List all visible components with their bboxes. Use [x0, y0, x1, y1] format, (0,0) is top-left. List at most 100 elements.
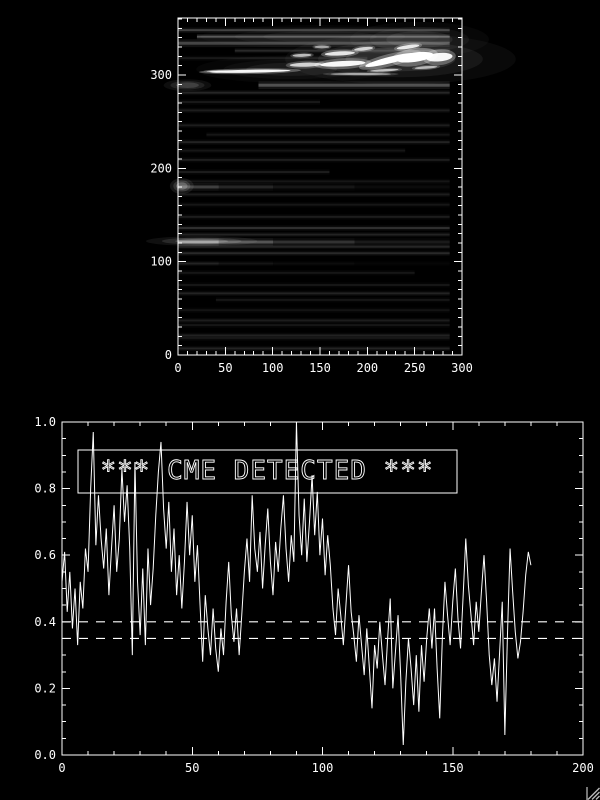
image-streak: [178, 233, 450, 236]
image-streak: [178, 39, 450, 48]
image-streak: [355, 185, 450, 188]
diffuse-glow: [170, 81, 205, 90]
cme-blob: [324, 51, 356, 56]
x-tick-label: 0: [174, 361, 181, 375]
image-streak: [178, 334, 450, 337]
image-streak: [178, 215, 450, 218]
diffuse-glow: [146, 236, 258, 247]
y-tick-label: 0.6: [34, 548, 56, 562]
image-streak: [234, 49, 450, 52]
image-streak: [178, 238, 219, 246]
image-streak: [178, 29, 450, 32]
cme-signal-plot: 0 50 100 150 200 0.0 0.2 0.4 0.6 0.8 1.0: [34, 415, 594, 775]
image-streak: [178, 180, 450, 183]
image-streak: [178, 41, 450, 45]
image-streak: [273, 263, 355, 265]
image-streak: [178, 171, 330, 174]
cme-blob: [396, 44, 420, 50]
image-streak: [178, 227, 450, 230]
diffuse-glow: [263, 31, 377, 43]
y-tick-label: 0.0: [34, 748, 56, 762]
diffuse-glow: [169, 178, 194, 194]
cme-annotation-text: *** CME DETECTED ***: [100, 456, 433, 486]
image-streak: [178, 57, 368, 60]
x-tick-label: 300: [451, 361, 473, 375]
cme-blob: [370, 68, 399, 72]
image-streak: [178, 245, 450, 248]
grip-line: [591, 791, 600, 800]
image-streak: [178, 271, 415, 274]
image-streak: [178, 252, 450, 255]
cme-blob: [426, 52, 453, 62]
y-tick-label: 300: [150, 68, 172, 82]
image-streak: [258, 83, 450, 87]
diffuse-glow: [163, 79, 212, 92]
image-streak: [178, 262, 219, 265]
image-streak: [178, 141, 450, 144]
image-streak: [218, 240, 274, 244]
x-tick-label: 150: [309, 361, 331, 375]
image-streak: [273, 185, 355, 189]
image-streak: [178, 27, 450, 33]
image-streak: [178, 124, 450, 127]
diffuse-glow: [369, 26, 470, 53]
top-image-plot: 0 50 100 150 200 250 300 0 100 200 300: [146, 17, 483, 375]
image-streak: [196, 35, 450, 38]
image-streak: [178, 309, 450, 312]
x-tick-label: 100: [312, 761, 334, 775]
cme-blob: [289, 62, 322, 67]
image-streak: [178, 193, 450, 196]
diffuse-glow: [176, 182, 188, 190]
y-tick-label: 0: [165, 348, 172, 362]
grip-line: [595, 795, 600, 800]
image-streak: [178, 158, 450, 161]
y-tick-label: 0.2: [34, 681, 56, 695]
cme-blob: [330, 72, 391, 76]
image-streak: [215, 298, 450, 301]
image-streak: [218, 185, 274, 189]
image-streak: [178, 101, 320, 104]
cme-blob: [395, 51, 434, 63]
grip-line: [587, 787, 600, 800]
cme-blob: [209, 69, 291, 73]
cme-blob: [314, 45, 330, 49]
image-streak: [273, 240, 355, 244]
image-streak: [178, 240, 219, 244]
cme-blob: [206, 70, 230, 73]
image-streak: [178, 183, 219, 191]
image-streak: [178, 319, 450, 322]
image-streak: [273, 238, 355, 246]
x-tick-label: 50: [218, 361, 232, 375]
resize-grip[interactable]: [586, 787, 600, 800]
image-streak: [206, 133, 450, 136]
cme-blob: [414, 65, 438, 70]
cme-annotation-box: [77, 449, 458, 494]
image-streak: [178, 283, 450, 286]
x-tick-label: 200: [356, 361, 378, 375]
y-tick-label: 1.0: [34, 415, 56, 429]
cme-blob: [354, 46, 373, 51]
axis-ticks: [61, 421, 584, 756]
image-streak: [196, 34, 450, 40]
image-streak: [258, 81, 450, 90]
image-streak: [178, 203, 450, 206]
cme-annotation: *** CME DETECTED ***: [77, 449, 458, 494]
image-streak: [178, 324, 450, 327]
image-streak: [178, 185, 219, 189]
cme-blob: [320, 60, 366, 67]
x-tick-label: 0: [58, 761, 65, 775]
image-streak: [355, 263, 450, 265]
image-streak: [178, 225, 450, 231]
x-tick-label: 250: [404, 361, 426, 375]
image-streak: [178, 337, 450, 340]
image-streak: [178, 91, 450, 94]
y-tick-label: 100: [150, 255, 172, 269]
image-streak: [178, 347, 450, 350]
cme-blob: [292, 53, 312, 57]
x-tick-label: 50: [185, 761, 199, 775]
diffuse-glow: [175, 238, 229, 244]
image-streak: [178, 149, 406, 152]
x-tick-label: 100: [262, 361, 284, 375]
x-tick-label: 200: [572, 761, 594, 775]
